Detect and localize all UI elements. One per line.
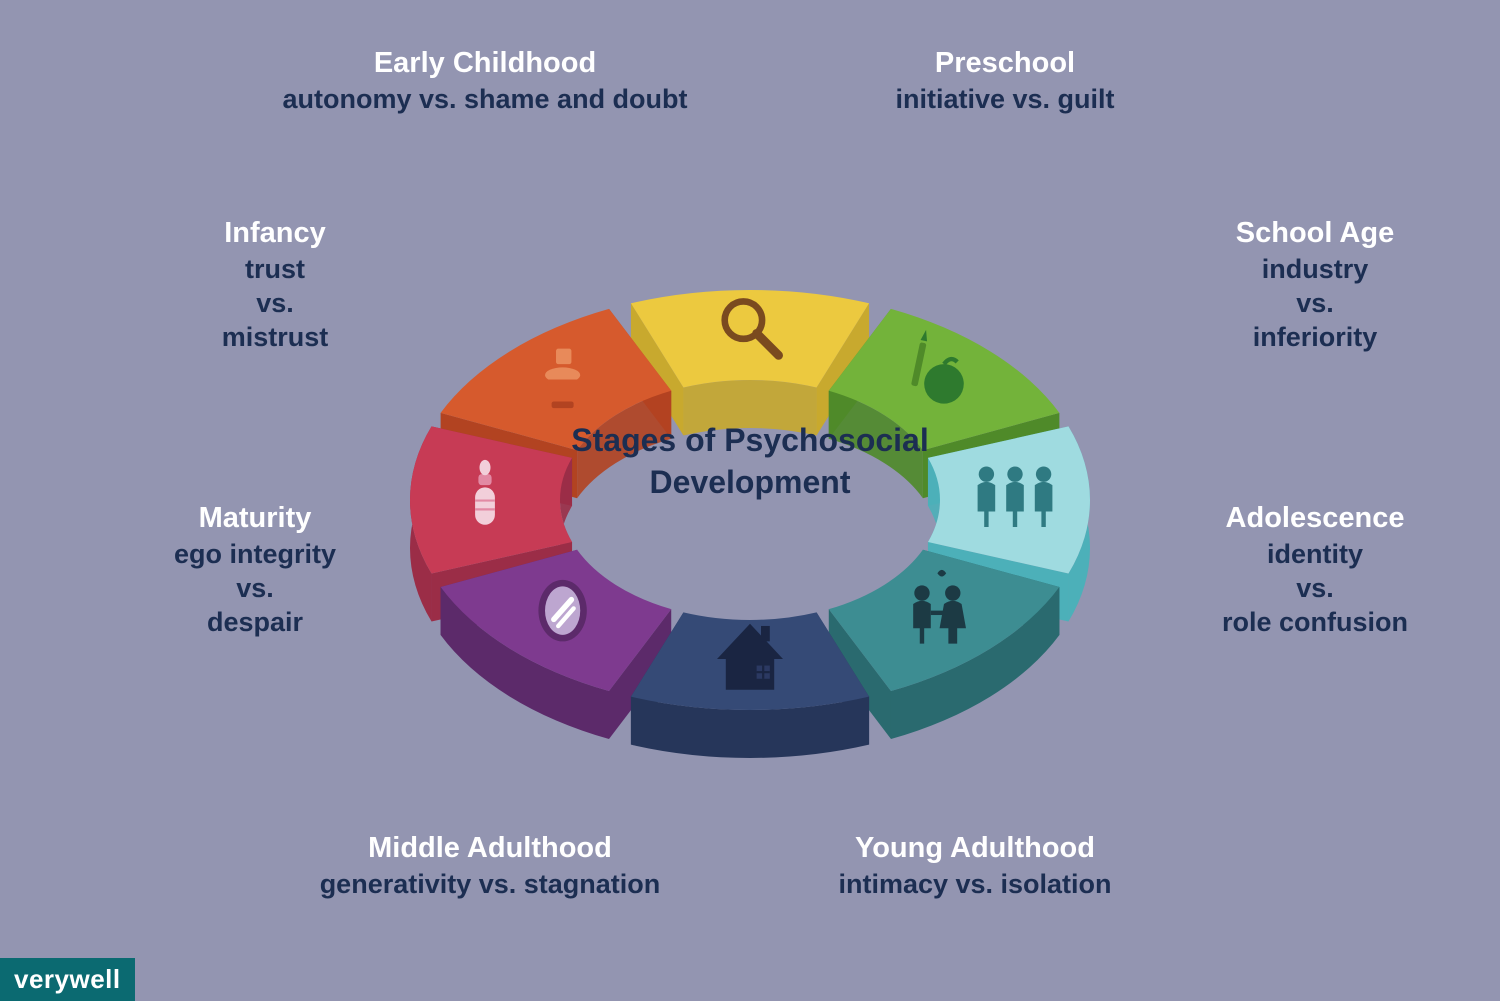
label-adolescence: Adolescenceidentityvs.role confusion xyxy=(1175,500,1455,640)
stage-title: Preschool xyxy=(820,45,1190,81)
stage-subtitle: ego integrityvs.despair xyxy=(135,538,375,639)
stage-title: Maturity xyxy=(135,500,375,536)
stage-subtitle: intimacy vs. isolation xyxy=(790,868,1160,902)
label-school-age: School Ageindustryvs.inferiority xyxy=(1195,215,1435,355)
stage-subtitle: identityvs.role confusion xyxy=(1175,538,1455,639)
stages-ring xyxy=(300,189,1200,837)
label-preschool: Preschoolinitiative vs. guilt xyxy=(820,45,1190,117)
label-early-childhood: Early Childhoodautonomy vs. shame and do… xyxy=(250,45,720,117)
stage-title: Middle Adulthood xyxy=(270,830,710,866)
label-middle-adulthood: Middle Adulthoodgenerativity vs. stagnat… xyxy=(270,830,710,902)
stage-subtitle: industryvs.inferiority xyxy=(1195,253,1435,354)
label-young-adulthood: Young Adulthoodintimacy vs. isolation xyxy=(790,830,1160,902)
stage-title: Young Adulthood xyxy=(790,830,1160,866)
stage-subtitle: generativity vs. stagnation xyxy=(270,868,710,902)
label-infancy: Infancytrustvs.mistrust xyxy=(165,215,385,355)
label-maturity: Maturityego integrityvs.despair xyxy=(135,500,375,640)
stage-title: School Age xyxy=(1195,215,1435,251)
stage-subtitle: trustvs.mistrust xyxy=(165,253,385,354)
stage-subtitle: autonomy vs. shame and doubt xyxy=(250,83,720,117)
brand-logo: verywell xyxy=(0,958,135,1001)
stage-title: Early Childhood xyxy=(250,45,720,81)
stage-subtitle: initiative vs. guilt xyxy=(820,83,1190,117)
stage-title: Adolescence xyxy=(1175,500,1455,536)
mirror-icon xyxy=(538,579,586,641)
center-title: Stages of Psychosocial Development xyxy=(560,420,940,503)
stage-title: Infancy xyxy=(165,215,385,251)
